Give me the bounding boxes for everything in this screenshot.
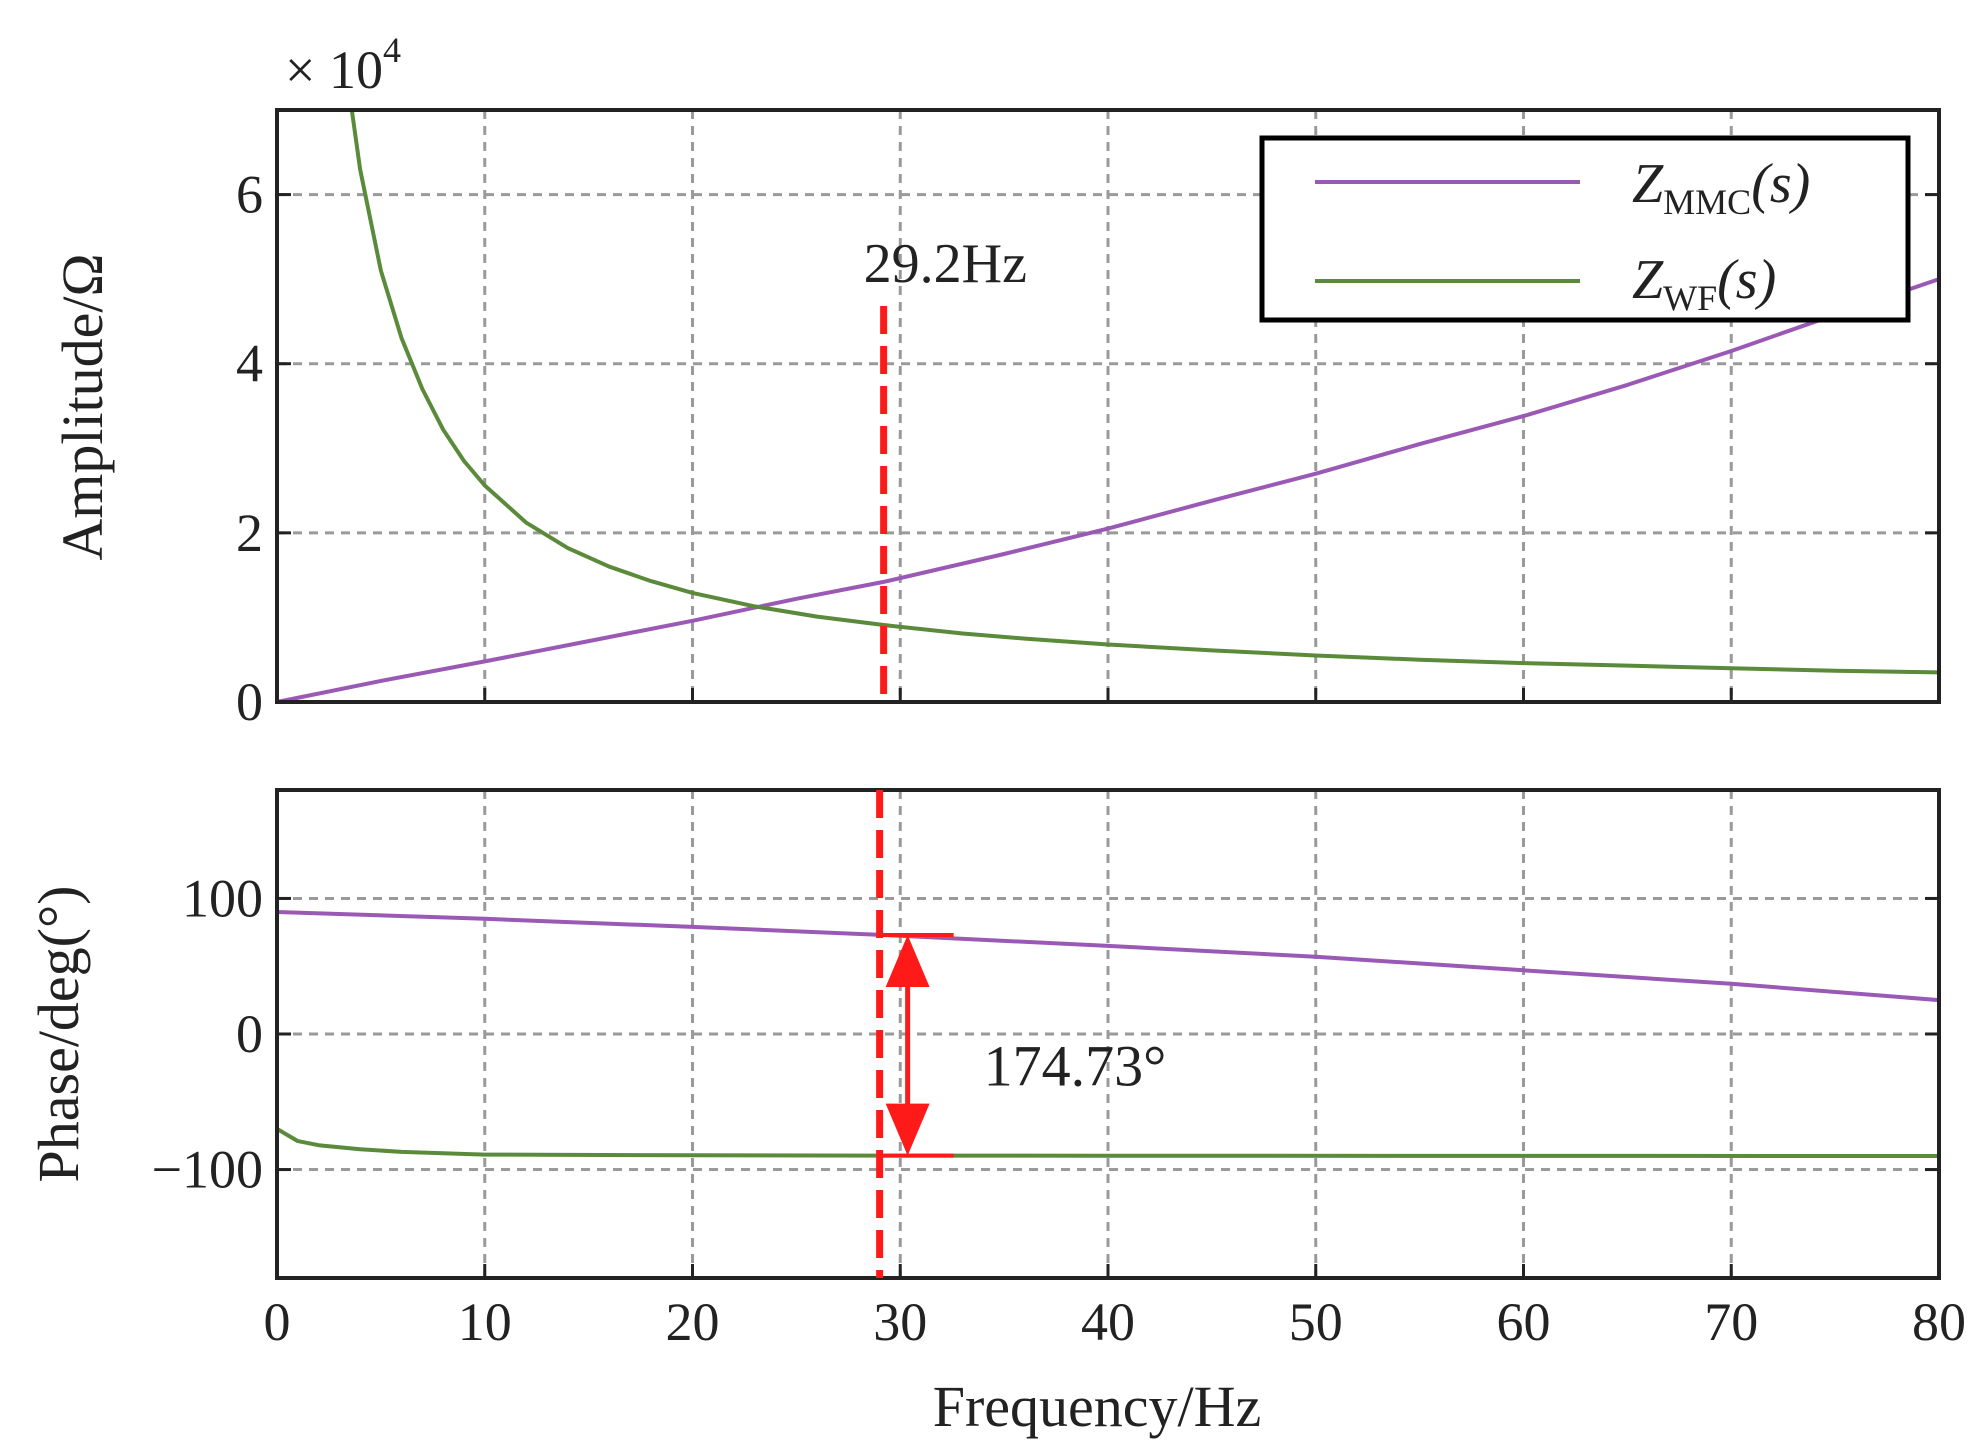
amp-ytick-label-0: 0 xyxy=(236,672,263,732)
amplitude-series-lines xyxy=(276,109,1940,704)
frequency-xtick-label-7: 70 xyxy=(1704,1292,1758,1352)
legend-zwf-symbol: Z xyxy=(1632,249,1664,311)
phase-ytick-label-1: 0 xyxy=(236,1004,263,1064)
exponent-base: × 10 xyxy=(285,40,383,100)
phase-arrow-head-down xyxy=(885,1103,930,1156)
frequency-xtick-label-8: 80 xyxy=(1912,1292,1966,1352)
phase-ytick-label-2: 100 xyxy=(182,868,263,928)
exponent-power: 4 xyxy=(383,30,401,70)
phase-arrow-head-up xyxy=(885,935,930,988)
frequency-xtick-label-3: 30 xyxy=(873,1292,927,1352)
amplitude-y-ticks: 0 2 4 6 xyxy=(236,165,1939,732)
frequency-x-ticks: 0 10 20 30 40 50 60 70 80 xyxy=(264,688,1966,1352)
phase-series-line-1 xyxy=(275,1127,1940,1158)
legend-box xyxy=(1259,135,1911,323)
crossover-frequency-label: 29.2Hz xyxy=(864,233,1027,295)
legend-zwf-argument: (s) xyxy=(1717,249,1776,311)
legend-zmmc-argument: (s) xyxy=(1751,153,1810,215)
annotation-layer: 29.2Hz 174.73° xyxy=(864,233,1167,1278)
phase-y-axis-label: Phase/deg(°) xyxy=(26,886,91,1183)
phase-y-ticks: −100 0 100 xyxy=(152,868,1939,1200)
phase-series-lines xyxy=(275,910,1940,1158)
frequency-x-axis-label: Frequency/Hz xyxy=(933,1374,1262,1439)
frequency-xtick-label-5: 50 xyxy=(1289,1292,1343,1352)
frequency-xtick-label-1: 10 xyxy=(458,1292,512,1352)
amp-series-line-1 xyxy=(349,109,1940,675)
legend-label-zmmc: ZMMC(s) xyxy=(1632,153,1810,222)
amp-ytick-label-1: 2 xyxy=(236,503,263,563)
amp-series-line-0 xyxy=(276,277,1940,704)
legend-label-zwf: ZWF(s) xyxy=(1632,249,1776,318)
legend: ZMMC(s) ZWF(s) xyxy=(1259,135,1911,323)
phase-difference-label: 174.73° xyxy=(984,1033,1167,1098)
amp-ytick-label-3: 6 xyxy=(236,165,263,225)
amplitude-exponent-label: × 104 xyxy=(285,30,401,100)
frequency-xtick-label-0: 0 xyxy=(264,1292,291,1352)
phase-gridlines xyxy=(277,790,1939,1278)
frequency-xtick-label-2: 20 xyxy=(666,1292,720,1352)
frequency-xtick-label-4: 40 xyxy=(1081,1292,1135,1352)
frequency-xtick-label-6: 60 xyxy=(1497,1292,1551,1352)
legend-zmmc-symbol: Z xyxy=(1632,153,1664,215)
phase-series-line-0 xyxy=(276,910,1940,1003)
legend-zwf-subscript: WF xyxy=(1663,278,1717,318)
amp-ytick-label-2: 4 xyxy=(236,334,263,394)
phase-ytick-label-0: −100 xyxy=(152,1140,263,1200)
amplitude-y-axis-label: Amplitude/Ω xyxy=(50,253,115,560)
legend-zmmc-subscript: MMC xyxy=(1663,182,1751,222)
